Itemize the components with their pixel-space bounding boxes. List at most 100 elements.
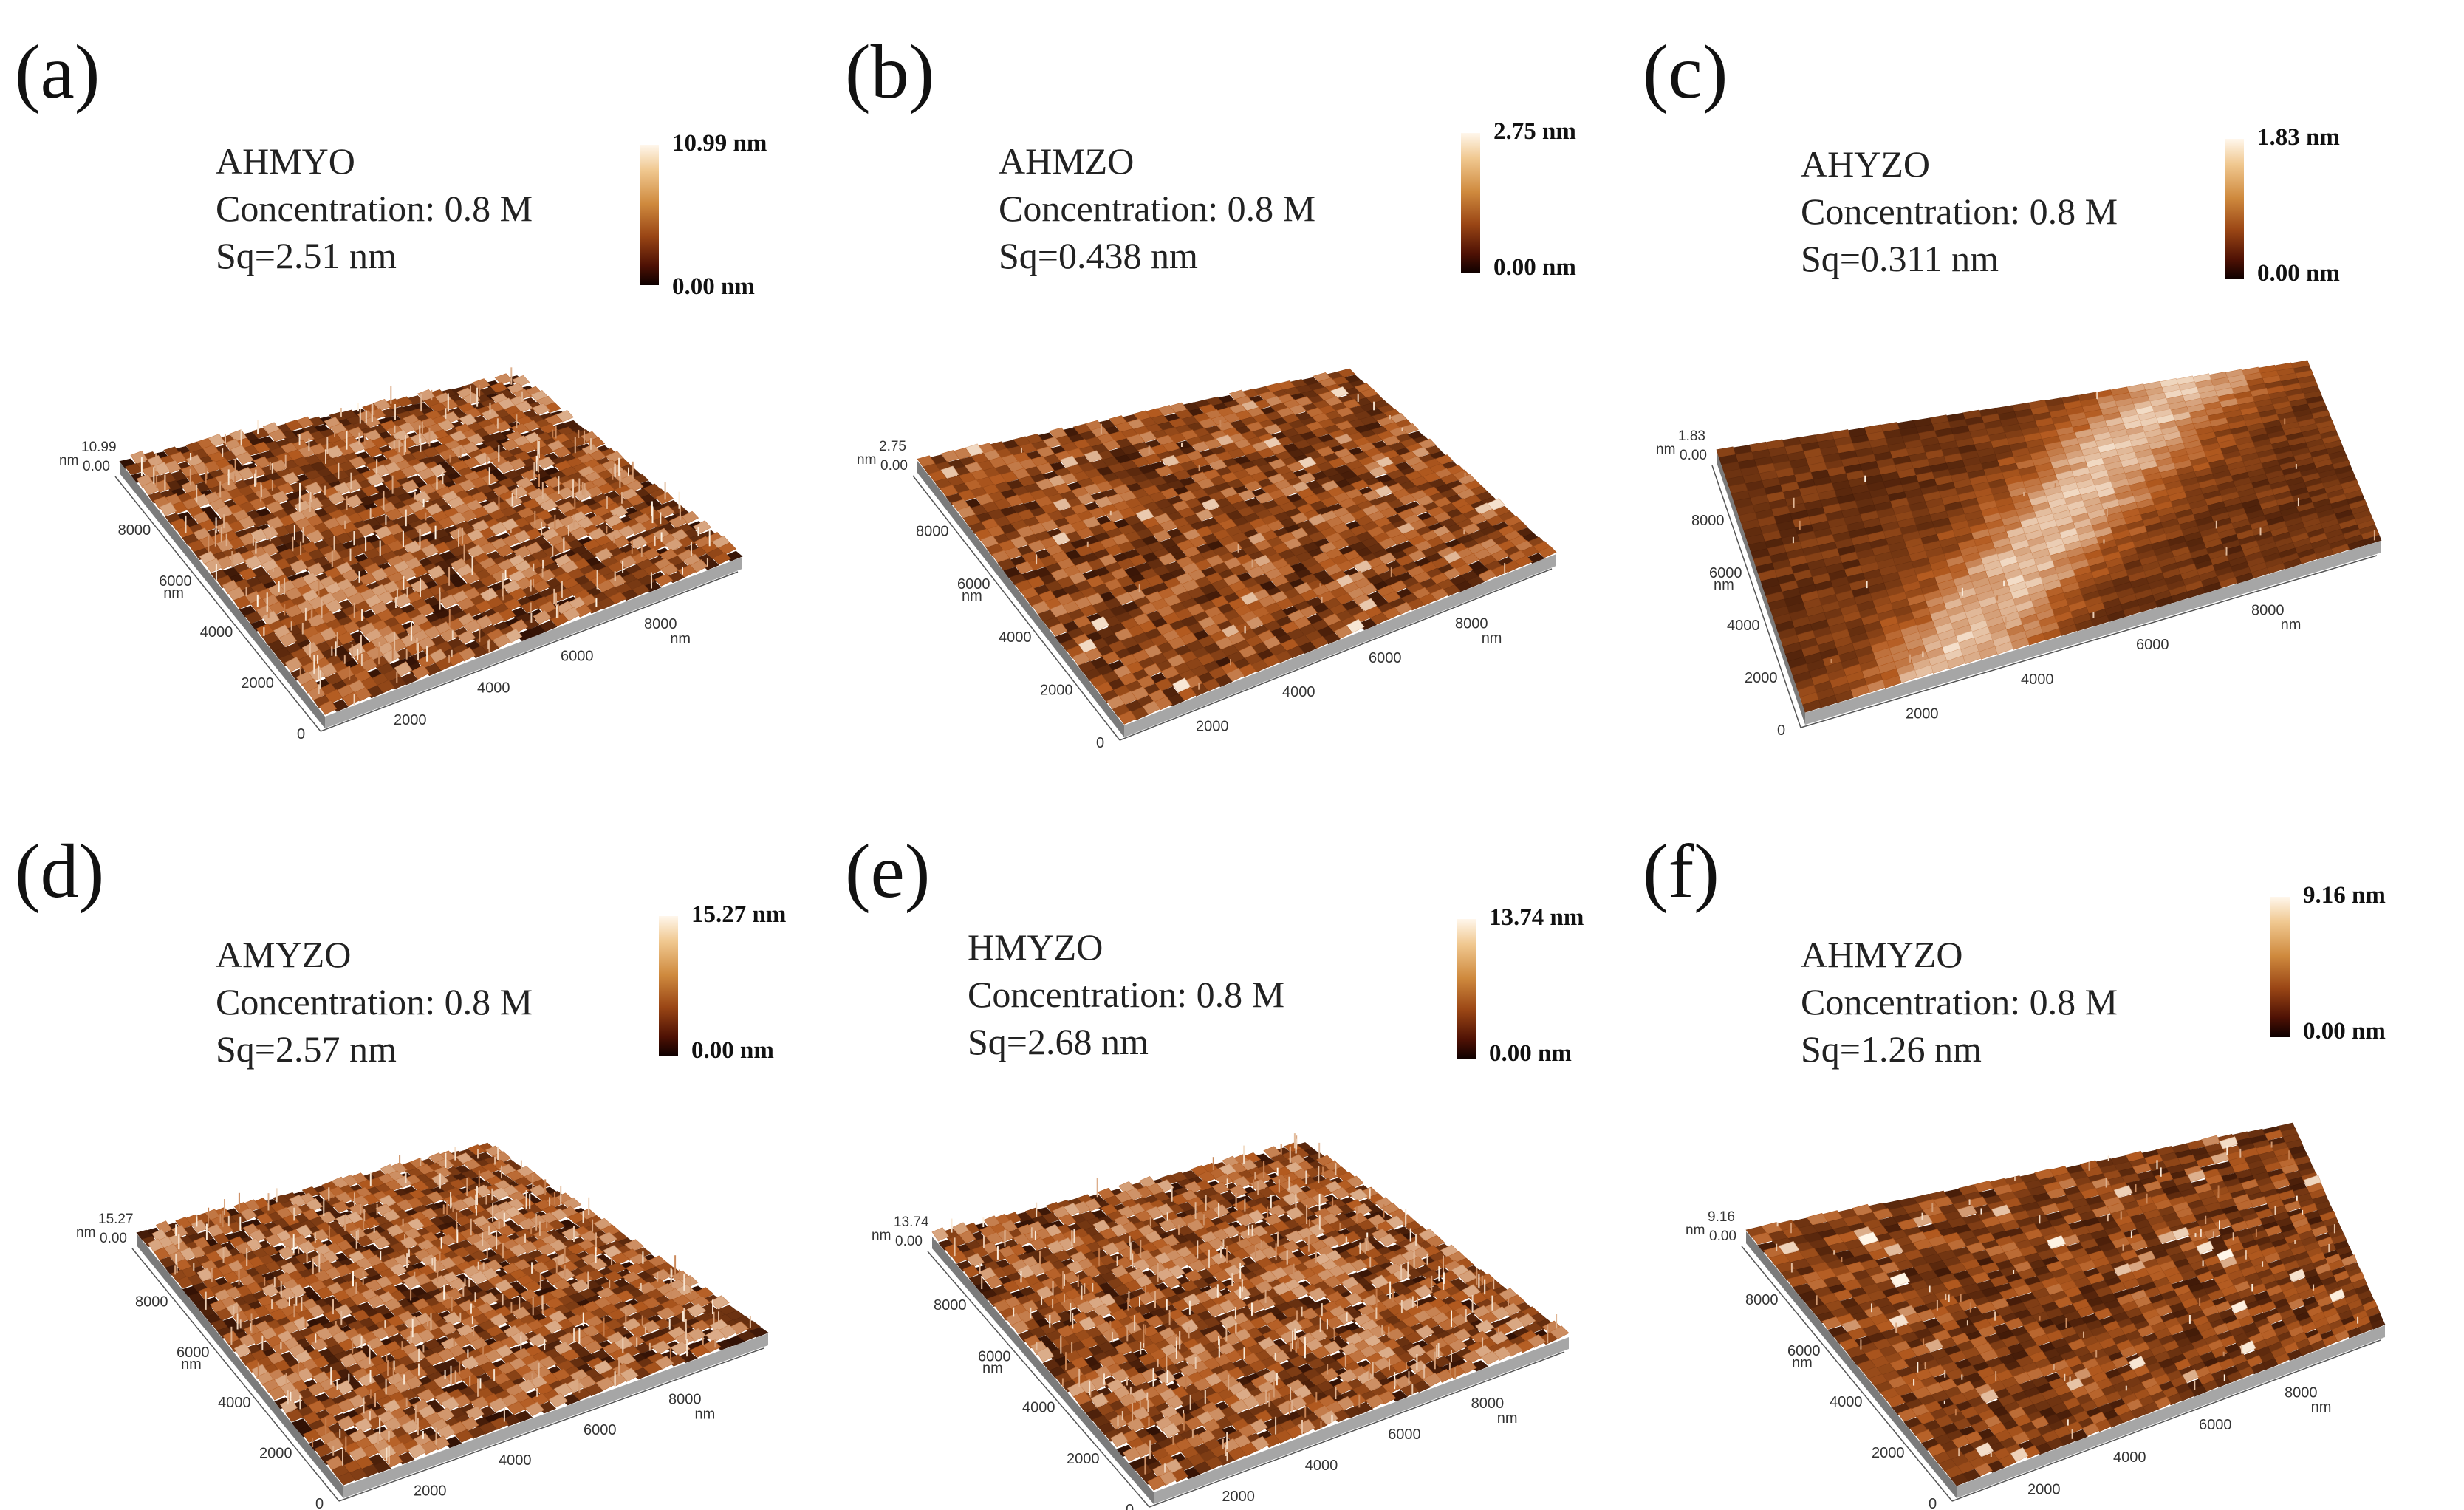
x-tick-label: 4000	[1305, 1458, 1338, 1474]
surface-mesh	[931, 1142, 1570, 1504]
y-tick-label: 0	[1777, 722, 1785, 739]
panel-label: (a)	[15, 30, 100, 115]
y-tick-label: 6000	[177, 1345, 210, 1361]
y-tick-label: 4000	[1022, 1400, 1055, 1416]
colorbar	[2270, 897, 2290, 1037]
y-tick-label: 0	[315, 1496, 324, 1510]
scale-max-label: 9.16 nm	[2303, 882, 2386, 909]
x-tick-label: 8000	[644, 616, 677, 632]
panel-d: (d) AMYZO Concentration: 0.8 M Sq=2.57 n…	[0, 755, 821, 1510]
y-axis-unit: nm	[962, 588, 982, 604]
concentration-text: Concentration: 0.8 M	[999, 188, 1316, 229]
scale-max-label: 10.99 nm	[672, 130, 767, 157]
substrate-side-left	[917, 461, 1124, 737]
panel-label: (e)	[845, 829, 931, 914]
afm-surface-plot: 2000400060008000nm02000400060008000nm9.1…	[1686, 1122, 2386, 1510]
surface-spikes	[140, 367, 711, 706]
x-tick-label: 2000	[1222, 1489, 1255, 1505]
substrate-side-right	[325, 557, 742, 728]
panel-e: (e) HMYZO Concentration: 0.8 M Sq=2.68 n…	[821, 755, 1643, 1510]
panel-label: (b)	[845, 30, 935, 115]
y-tick-label: 2000	[1040, 682, 1073, 698]
surface-mesh	[136, 1142, 769, 1498]
z-axis-unit: nm	[872, 1228, 891, 1243]
z-min-label: 0.00	[100, 1231, 127, 1246]
y-tick-label: 8000	[934, 1297, 967, 1313]
colorbar	[640, 145, 659, 285]
material-name: AHMYZO	[1801, 934, 1963, 975]
surface-mesh	[119, 373, 743, 728]
surface-spikes	[1792, 392, 2375, 663]
surface-mesh	[917, 368, 1557, 737]
y-tick-label: 0	[297, 726, 305, 742]
colorbar	[659, 916, 678, 1056]
x-axis-unit: nm	[695, 1406, 716, 1422]
x-tick-label: 2000	[394, 712, 427, 728]
y-tick-label: 8000	[916, 524, 949, 540]
panel-f: (f) AHMYZO Concentration: 0.8 M Sq=1.26 …	[1643, 755, 2464, 1510]
panel-b: (b) AHMZO Concentration: 0.8 M Sq=0.438 …	[821, 0, 1643, 755]
surface-axes: 2000400060008000nm02000400060008000nm15.…	[76, 1212, 764, 1510]
panel-a: (a) AHMYO Concentration: 0.8 M Sq=2.51 n…	[0, 0, 821, 755]
y-tick-label: 6000	[1787, 1343, 1821, 1359]
z-max-label: 13.74	[894, 1215, 929, 1230]
panel-c: (c) AHYZO Concentration: 0.8 M Sq=0.311 …	[1643, 0, 2464, 755]
surface-mesh	[1745, 1122, 2386, 1498]
x-tick-label: 4000	[499, 1452, 532, 1469]
sq-text: Sq=2.51 nm	[216, 235, 397, 276]
x-tick-label: 8000	[2285, 1385, 2318, 1401]
z-min-label: 0.00	[1709, 1229, 1736, 1244]
scale-max-label: 2.75 nm	[1493, 118, 1576, 145]
y-tick-label: 4000	[218, 1395, 251, 1411]
y-tick-label: 0	[1929, 1496, 1937, 1510]
y-tick-label: 2000	[259, 1446, 292, 1462]
sq-text: Sq=0.438 nm	[999, 235, 1198, 276]
scale-min-label: 0.00 nm	[1489, 1040, 1572, 1067]
x-tick-label: 6000	[584, 1422, 617, 1438]
z-max-label: 9.16	[1708, 1209, 1735, 1225]
surface-axes: 2000400060008000nm02000400060008000nm2.7…	[857, 439, 1553, 751]
material-name: HMYZO	[968, 926, 1103, 968]
x-tick-label: 8000	[1471, 1395, 1505, 1412]
x-tick-label: 4000	[2021, 672, 2054, 688]
panel-label: (c)	[1643, 30, 1728, 115]
y-tick-label: 8000	[1691, 513, 1725, 529]
substrate-side-right	[1805, 541, 2381, 725]
x-tick-label: 2000	[414, 1483, 447, 1500]
z-axis-unit: nm	[857, 452, 876, 468]
x-tick-label: 4000	[477, 680, 510, 697]
y-tick-label: 4000	[200, 624, 233, 640]
afm-surface-plot: 2000400060008000nm02000400060008000nm13.…	[872, 1133, 1570, 1510]
z-min-label: 0.00	[895, 1234, 923, 1249]
z-max-label: 10.99	[81, 440, 117, 455]
y-tick-label: 0	[1096, 735, 1104, 751]
y-tick-label: 2000	[241, 675, 274, 691]
x-tick-label: 2000	[1906, 706, 1939, 722]
substrate-side-left	[1746, 1231, 1957, 1498]
x-axis-unit: nm	[2281, 617, 2302, 633]
material-name: AHMYO	[216, 140, 355, 182]
sample-info: AHMZO Concentration: 0.8 M Sq=0.438 nm	[999, 137, 1315, 279]
x-tick-label: 2000	[2027, 1481, 2061, 1497]
colorbar	[2225, 139, 2244, 279]
y-axis-unit: nm	[1714, 577, 1734, 593]
afm-surface-plot: 2000400060008000nm02000400060008000nm1.8…	[1656, 360, 2382, 739]
substrate-side-left	[1717, 451, 1805, 725]
substrate-side-left	[932, 1237, 1154, 1504]
y-axis-unit: nm	[982, 1360, 1003, 1376]
x-axis-unit: nm	[1482, 630, 1502, 646]
y-tick-label: 2000	[1745, 670, 1778, 686]
z-min-label: 0.00	[1680, 448, 1707, 463]
scale-min-label: 0.00 nm	[1493, 254, 1576, 281]
colorbar	[1457, 919, 1476, 1059]
y-tick-label: 6000	[957, 576, 990, 592]
x-tick-label: 8000	[668, 1391, 702, 1407]
afm-surface-plot: 2000400060008000nm02000400060008000nm10.…	[59, 367, 743, 742]
y-axis-unit: nm	[163, 585, 184, 601]
substrate-side-left	[137, 1234, 343, 1498]
x-axis-unit: nm	[2311, 1399, 2332, 1415]
substrate-side-right	[1154, 1337, 1569, 1504]
sq-text: Sq=0.311 nm	[1801, 238, 1999, 279]
substrate-side-right	[1124, 554, 1556, 737]
